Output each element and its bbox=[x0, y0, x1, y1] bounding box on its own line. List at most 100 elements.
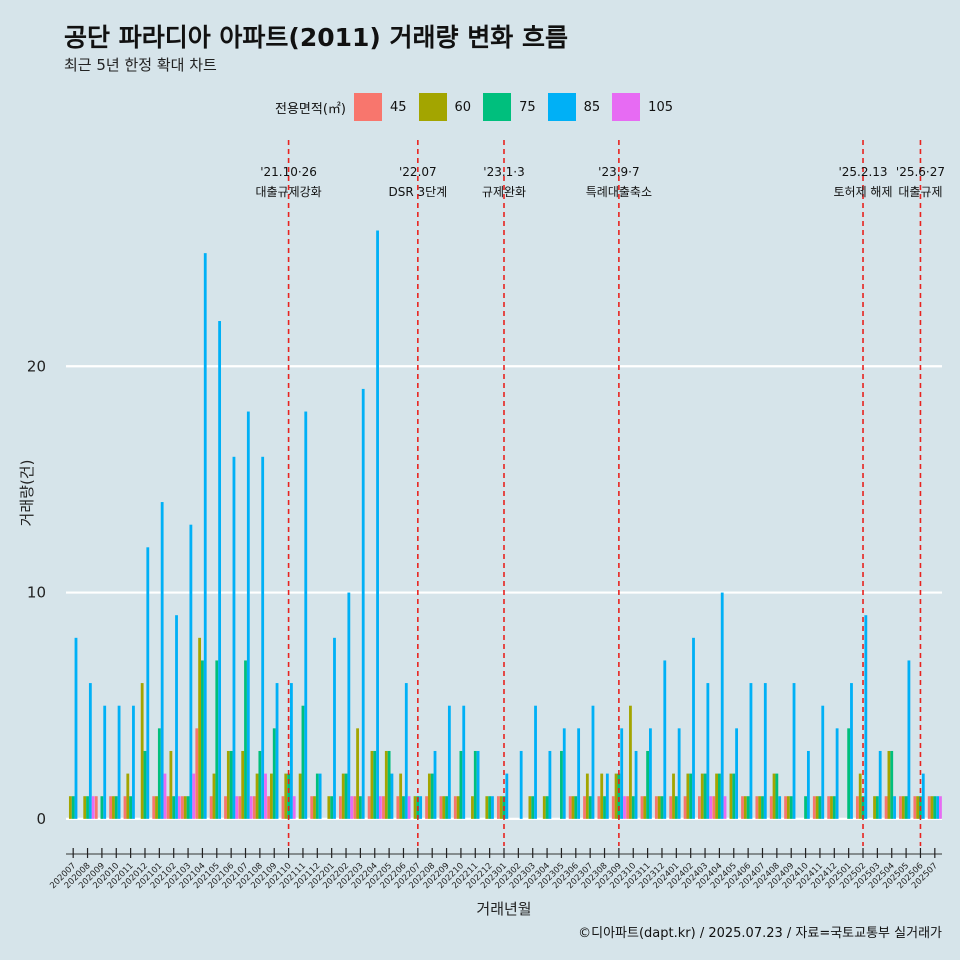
bar-202412-60 bbox=[830, 796, 833, 819]
bar-202411-75 bbox=[818, 796, 822, 819]
bar-202410-75 bbox=[804, 796, 807, 819]
bar-202312-85 bbox=[663, 660, 667, 819]
bar-202008-60 bbox=[83, 796, 87, 819]
bar-202310-85 bbox=[634, 750, 638, 819]
bar-202409-85 bbox=[792, 683, 796, 819]
bar-202402-85 bbox=[692, 637, 695, 819]
bar-202106-75 bbox=[229, 750, 233, 819]
bar-202309-105 bbox=[623, 796, 626, 819]
bar-202011-75 bbox=[129, 796, 133, 819]
bar-202301-85 bbox=[505, 773, 509, 819]
bar-202502-45 bbox=[855, 796, 859, 819]
bar-202204-85 bbox=[376, 230, 379, 819]
bar-202304-85 bbox=[548, 750, 552, 819]
bar-202212-60 bbox=[485, 796, 489, 819]
bar-202105-45 bbox=[209, 796, 213, 819]
bar-202204-60 bbox=[370, 750, 374, 819]
legend-swatch-85 bbox=[547, 93, 576, 121]
event-date-label-4: '25.2.13 bbox=[838, 165, 887, 179]
bar-202010-45 bbox=[109, 796, 113, 819]
bar-202108-85 bbox=[261, 456, 265, 819]
legend-item-85: 85 bbox=[547, 93, 600, 121]
bar-202206-75 bbox=[402, 796, 405, 819]
bar-202501-75 bbox=[847, 728, 851, 819]
bar-202303-60 bbox=[528, 796, 532, 819]
event-desc-label-4: 토허제 해제 bbox=[834, 185, 893, 199]
bar-202105-75 bbox=[215, 660, 219, 819]
bar-202308-45 bbox=[597, 796, 601, 819]
bar-202104-60 bbox=[198, 637, 202, 819]
bar-202105-85 bbox=[218, 321, 222, 819]
bar-202107-75 bbox=[244, 660, 247, 819]
bar-202303-85 bbox=[534, 705, 537, 819]
bar-202402-45 bbox=[683, 796, 687, 819]
bar-202408-75 bbox=[775, 773, 779, 819]
bar-202111-85 bbox=[304, 411, 308, 819]
bar-202211-75 bbox=[473, 750, 477, 819]
bar-202108-105 bbox=[264, 773, 267, 819]
bar-202108-60 bbox=[255, 773, 259, 819]
bar-202310-45 bbox=[626, 796, 630, 819]
bar-202405-85 bbox=[735, 728, 738, 819]
bar-202111-60 bbox=[298, 773, 302, 819]
bar-202404-60 bbox=[715, 773, 719, 819]
bar-202505-75 bbox=[904, 796, 908, 819]
bar-202110-105 bbox=[292, 796, 296, 819]
bar-202012-75 bbox=[143, 750, 147, 819]
bar-202301-60 bbox=[499, 796, 503, 819]
bar-202412-85 bbox=[835, 728, 839, 819]
chart-title: 공단 파라디아 아파트(2011) 거래량 변화 흐름 bbox=[64, 23, 568, 52]
bar-202104-45 bbox=[195, 728, 199, 819]
bar-202406-45 bbox=[741, 796, 744, 819]
bar-202112-60 bbox=[313, 796, 316, 819]
bar-202312-45 bbox=[654, 796, 658, 819]
bar-202110-85 bbox=[289, 683, 293, 819]
bar-202403-60 bbox=[700, 773, 704, 819]
bar-202401-85 bbox=[677, 728, 681, 819]
bar-202302-85 bbox=[519, 750, 523, 819]
bar-202202-85 bbox=[347, 592, 351, 819]
bar-202310-75 bbox=[631, 796, 635, 819]
bar-202103-75 bbox=[186, 796, 190, 819]
bar-202405-60 bbox=[729, 773, 733, 819]
bar-202504-60 bbox=[887, 750, 891, 819]
bar-202307-60 bbox=[585, 773, 589, 819]
bar-202503-75 bbox=[875, 796, 879, 819]
bar-202106-85 bbox=[232, 456, 236, 819]
bar-202205-45 bbox=[382, 796, 385, 819]
bar-202203-45 bbox=[353, 796, 357, 819]
bar-202311-60 bbox=[643, 796, 647, 819]
bar-202109-45 bbox=[267, 796, 271, 819]
bar-202205-85 bbox=[390, 773, 394, 819]
bar-202507-105 bbox=[939, 796, 942, 819]
bar-202106-105 bbox=[235, 796, 239, 819]
bar-202102-45 bbox=[166, 796, 170, 819]
legend-item-105: 105 bbox=[612, 93, 673, 121]
bar-202407-85 bbox=[763, 683, 767, 819]
bar-202406-75 bbox=[746, 796, 750, 819]
bar-202204-45 bbox=[367, 796, 371, 819]
bar-202202-105 bbox=[350, 796, 354, 819]
bar-202309-75 bbox=[617, 773, 621, 819]
bar-202112-85 bbox=[318, 773, 322, 819]
bar-202506-60 bbox=[916, 796, 920, 819]
bar-202408-85 bbox=[778, 796, 782, 819]
bar-202012-85 bbox=[146, 547, 150, 819]
bar-202108-75 bbox=[258, 750, 262, 819]
bar-202112-45 bbox=[310, 796, 314, 819]
legend-swatch-60 bbox=[418, 93, 447, 121]
bar-202108-45 bbox=[252, 796, 256, 819]
bar-202205-60 bbox=[384, 750, 388, 819]
legend-item-60: 60 bbox=[418, 93, 471, 121]
bar-202212-75 bbox=[488, 796, 492, 819]
bar-202307-75 bbox=[588, 796, 592, 819]
bar-202109-60 bbox=[270, 773, 273, 819]
y-tick-label-20: 20 bbox=[27, 357, 46, 375]
bar-202101-45 bbox=[152, 796, 156, 819]
bar-202409-45 bbox=[784, 796, 787, 819]
bar-202203-60 bbox=[356, 728, 359, 819]
bar-202011-60 bbox=[126, 773, 130, 819]
bar-202203-85 bbox=[361, 388, 365, 819]
